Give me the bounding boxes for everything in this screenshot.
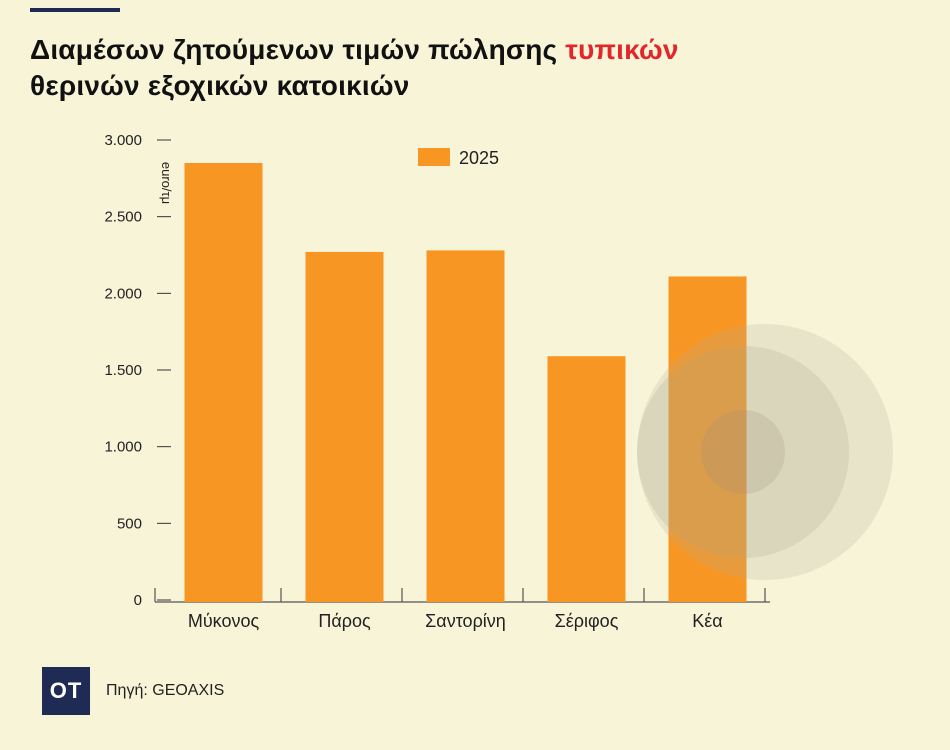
source-note: Πηγή: GEOAXIS — [106, 682, 225, 699]
outlet-logo: OT — [42, 667, 90, 715]
x-tick-label: Μύκονος — [188, 611, 260, 631]
legend-swatch — [418, 148, 450, 166]
y-tick-label: 3.000 — [104, 132, 142, 149]
x-tick-label: Σαντορίνη — [425, 611, 506, 631]
title-highlight-word: τυπικών — [565, 34, 679, 65]
bar-2 — [426, 250, 505, 602]
legend-label: 2025 — [459, 148, 499, 168]
watermark-circles — [637, 324, 893, 580]
y-tick-label: 2.500 — [104, 209, 142, 226]
title-line1-text: Διαμέσων ζητούμενων τιμών πώλησης — [30, 34, 566, 65]
y-axis-label: euro/τμ — [159, 162, 174, 204]
x-tick-label: Σέριφος — [555, 611, 619, 631]
y-tick-label: 2.000 — [104, 285, 142, 302]
bar-4 — [668, 276, 747, 602]
x-tick-label: Πάρος — [318, 611, 371, 631]
bar-0 — [184, 163, 263, 602]
title-line2-text: θερινών εξοχικών κατοικιών — [30, 70, 410, 101]
bar-3 — [547, 356, 626, 602]
y-tick-label: 1.000 — [104, 439, 142, 456]
y-tick-label: 500 — [117, 515, 142, 532]
x-tick-label: Κέα — [692, 611, 722, 631]
bar-1 — [305, 251, 384, 602]
y-tick-label: 1.500 — [104, 362, 142, 379]
top-accent-rule — [30, 8, 120, 12]
chart-title: Διαμέσων ζητούμενων τιμών πώλησης τυπικώ… — [30, 32, 910, 104]
y-tick-label: 0 — [134, 592, 142, 609]
